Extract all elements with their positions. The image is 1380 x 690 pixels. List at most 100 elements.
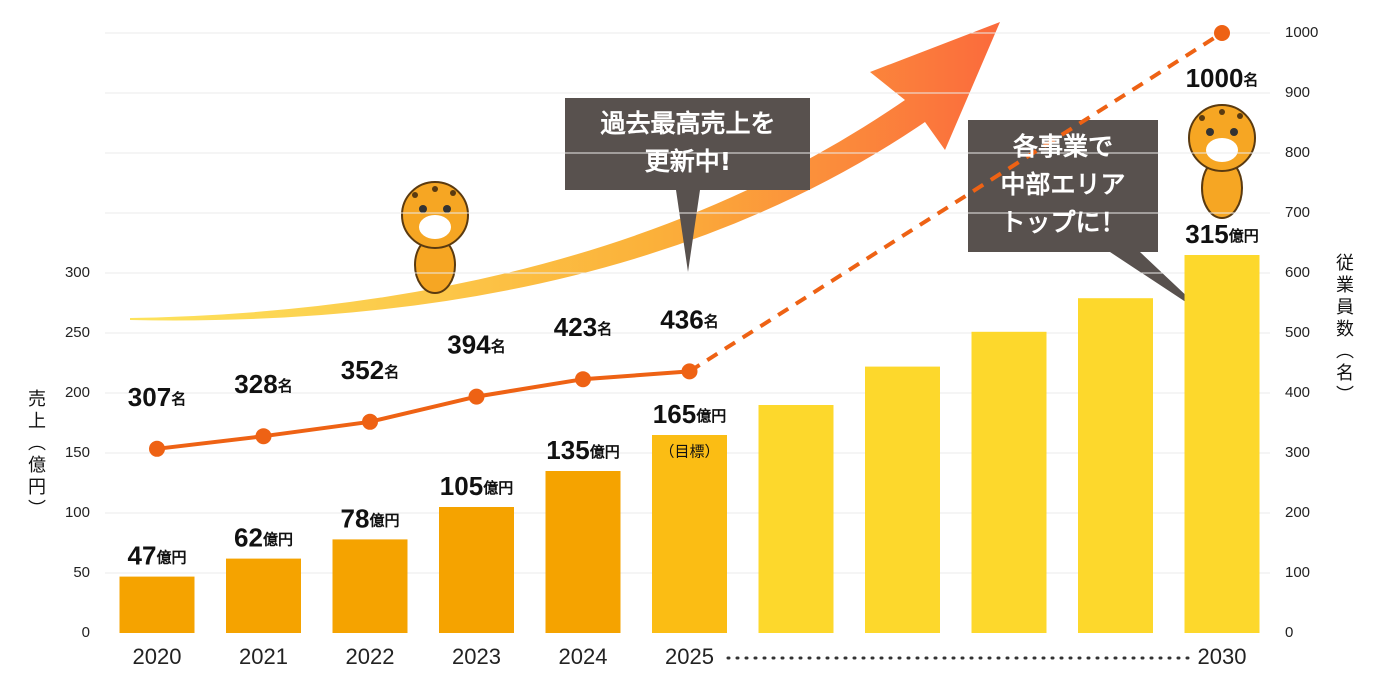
- line-point: [468, 388, 485, 405]
- line-label-number: 394: [447, 329, 491, 359]
- growth-arrow: [130, 22, 1000, 321]
- bar-label: 78億円: [341, 503, 400, 533]
- x-tick-label: 2025: [665, 644, 714, 669]
- x-tick-label: 2023: [452, 644, 501, 669]
- speech-bubble: [565, 98, 810, 272]
- bar: [971, 331, 1047, 633]
- bar: [1078, 298, 1153, 633]
- y-tick-label: 50: [73, 564, 90, 581]
- y2-tick-label: 100: [1285, 564, 1310, 581]
- bar-label-number: 105: [440, 471, 483, 501]
- bar-label-unit: 億円: [590, 443, 620, 461]
- bar: [439, 507, 514, 633]
- y-tick-label: 200: [65, 384, 90, 401]
- y2-tick-label: 400: [1285, 384, 1310, 401]
- bar: [119, 576, 195, 633]
- y-tick-label: 150: [65, 444, 90, 461]
- bar-label: 47億円: [128, 540, 187, 570]
- mascot: [401, 181, 469, 294]
- line-label: 394名: [447, 329, 505, 359]
- y2-tick-label: 200: [1285, 504, 1310, 521]
- line-label-number: 352: [341, 355, 384, 385]
- y-tick-label: 0: [82, 624, 90, 641]
- y2-tick-label: 800: [1285, 144, 1310, 161]
- x-tick-label: 2030: [1198, 644, 1247, 669]
- line-label: 307名: [128, 382, 186, 412]
- x-tick-label: 2021: [239, 644, 288, 669]
- line: [688, 31, 1224, 374]
- line-label-number: 328: [234, 369, 277, 399]
- y2-tick-label: 1000: [1285, 24, 1318, 41]
- y-tick-label: 250: [65, 324, 90, 341]
- speech-bubble: [968, 120, 1210, 318]
- mascot: [1188, 104, 1256, 219]
- line-point: [575, 371, 591, 388]
- line-label: 328名: [234, 369, 292, 399]
- line-point: [1214, 25, 1230, 41]
- annotation: 各事業で: [1012, 132, 1113, 161]
- bar-label-number: 165: [653, 399, 696, 429]
- annotation: 過去最高売上を: [600, 109, 775, 138]
- bar-label-unit: 億円: [156, 548, 186, 566]
- bar-label: 135億円: [546, 435, 619, 465]
- line-label-unit: 名: [278, 377, 293, 395]
- line-label-unit: 名: [704, 312, 719, 330]
- bar-label: 165億円: [653, 399, 726, 429]
- line-point: [149, 440, 165, 457]
- bar: [652, 435, 727, 633]
- line: [156, 369, 690, 451]
- line-point: [255, 428, 272, 445]
- bar-label-unit: 億円: [369, 511, 399, 529]
- bar-label: 315億円: [1185, 219, 1258, 249]
- y-axis-label: 売上（億円）: [25, 389, 46, 521]
- y2-tick-label: 900: [1285, 84, 1310, 101]
- bar-label-number: 135: [546, 435, 589, 465]
- y2-tick-label: 300: [1285, 444, 1310, 461]
- y2-axis-label: 従業員数（名）: [1333, 253, 1354, 407]
- bar-label-unit: 億円: [263, 530, 293, 548]
- annotation: 更新中!: [645, 147, 731, 176]
- line-label-unit: 名: [1243, 71, 1258, 89]
- x-tick-label: 2020: [133, 644, 182, 669]
- bar-label-number: 47: [128, 540, 157, 570]
- x-tick-label: 2024: [559, 644, 608, 669]
- target-note: （目標）: [659, 443, 719, 461]
- bar-label-number: 315: [1185, 219, 1228, 249]
- line-label: 352名: [341, 355, 399, 385]
- bar: [226, 558, 301, 633]
- y-tick-label: 100: [65, 504, 90, 521]
- bar-label: 105億円: [440, 471, 513, 501]
- bar-label-unit: 億円: [696, 407, 726, 425]
- x-tick-label: 2022: [346, 644, 395, 669]
- line-label-number: 307: [128, 382, 171, 412]
- annotation: トップに！: [1000, 208, 1125, 237]
- line-label-number: 436: [660, 304, 703, 334]
- bar: [545, 471, 621, 633]
- y2-tick-label: 500: [1285, 324, 1310, 341]
- annotation: 中部エリア: [1000, 170, 1125, 199]
- y2-tick-label: 600: [1285, 264, 1310, 281]
- bar-label-unit: 億円: [1229, 227, 1259, 245]
- line-point: [362, 413, 378, 430]
- line-label-unit: 名: [384, 362, 399, 380]
- line-label-unit: 名: [491, 337, 506, 355]
- y-tick-label: 300: [65, 264, 90, 281]
- line-point: [681, 363, 698, 380]
- line-label: 423名: [554, 312, 612, 342]
- line-label-number: 423: [554, 312, 597, 342]
- line-label: 1000名: [1186, 63, 1259, 93]
- bar: [865, 366, 940, 633]
- bar: [758, 405, 834, 633]
- bar-label-number: 62: [234, 522, 263, 552]
- bar-label: 62億円: [234, 522, 293, 552]
- line-label: 436名: [660, 304, 718, 334]
- line-label-unit: 名: [597, 320, 612, 338]
- bar: [332, 539, 408, 633]
- bar-label-number: 78: [341, 503, 370, 533]
- y2-tick-label: 700: [1285, 204, 1310, 221]
- y2-tick-label: 0: [1285, 624, 1293, 641]
- bar-label-unit: 億円: [483, 479, 513, 497]
- bar: [1184, 255, 1260, 633]
- line-label-number: 1000: [1186, 63, 1244, 93]
